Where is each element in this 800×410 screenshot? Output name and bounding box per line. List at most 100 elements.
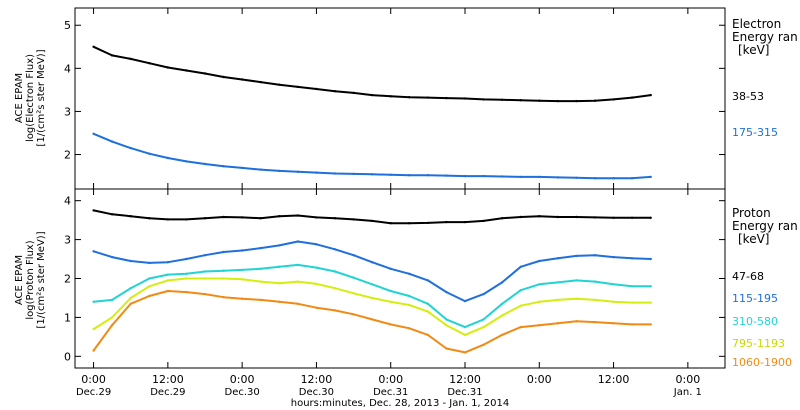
electron-series-1-point [575,176,578,179]
proton-legend-unit: [keV] [738,232,769,246]
proton-series-1-point [389,267,392,270]
proton-legend-310-580: 310-580 [732,315,778,328]
proton-series-2-point [129,287,132,290]
proton-series-1-point [575,254,578,258]
electron-series-1-point [185,160,188,163]
proton-series-2-point [110,298,114,302]
proton-series-1-point [408,272,411,275]
electron-legend-title-1: Electron [732,17,781,31]
proton-series-0-point [352,218,355,221]
electron-series-0-point [315,87,318,91]
electron-series-1-point [240,166,244,170]
proton-series-3-point [129,296,132,300]
proton-series-0-point [278,215,281,218]
proton-series-1-point [203,254,207,257]
electron-series-1-point [166,156,170,160]
proton-series-0-point [296,214,300,217]
proton-series-0-point [259,217,262,220]
proton-ylabel-3: [1/(cm²s ster MeV)] [36,231,47,328]
electron-ytick-label: 4 [64,62,71,75]
proton-series-4-point [426,333,430,337]
proton-series-0-point [593,216,597,219]
proton-series-0-point [240,216,244,219]
proton-series-3-point [333,287,337,290]
xtick-time-label: 12:00 [301,373,333,386]
xtick-time-label: 0:00 [81,373,106,386]
proton-series-4-point [148,294,151,298]
proton-series-1-point [222,250,225,254]
proton-series-4-point [445,347,448,350]
proton-series-4-point [556,322,560,325]
xtick-time-label: 0:00 [527,373,552,386]
proton-series-1-point [240,249,244,252]
electron-legend-title-2: Energy ran [732,30,798,44]
proton-series-0-point [612,216,615,219]
electron-series-1-line [93,132,651,180]
proton-series-0-point [148,217,151,220]
proton-series-3-point [166,279,170,282]
electron-series-0-point [408,96,411,99]
proton-series-3-point [259,280,262,283]
electron-series-0-point [556,99,560,103]
proton-series-4-point [222,296,225,299]
electron-series-0-point [538,99,541,102]
proton-legend-title-1: Proton [732,206,771,220]
proton-series-3-point [185,277,188,280]
electron-series-1-point [110,140,114,143]
xtick-time-label: 12:00 [152,373,184,386]
electron-series-0-point [463,97,467,100]
proton-series-2-point [445,318,448,321]
electron-series-0-point [129,57,132,61]
electron-series-1-point [482,174,485,178]
proton-series-4-point [649,323,652,326]
electron-series-1-point [556,176,560,179]
proton-series-3-point [463,333,467,337]
proton-series-0-point [575,215,578,219]
proton-series-3-point [352,292,355,295]
proton-series-0-point [166,218,170,221]
proton-series-0-point [110,213,114,216]
electron-series-0-point [593,99,597,102]
proton-series-3-point [500,314,504,317]
proton-series-4-point [278,300,281,303]
proton-series-3-line [93,277,651,336]
xtick-time-label: 0:00 [676,373,701,386]
proton-series-1-point [445,290,448,294]
electron-series-0-point [333,90,337,93]
proton-series-3-point [630,301,634,304]
proton-series-4-point [203,292,207,296]
proton-series-3-point [240,278,244,281]
proton-series-2-point [389,289,392,293]
electron-series-1-point [333,172,337,175]
electron-series-0-point [240,78,244,81]
proton-series-2-point [463,325,467,329]
xtick-time-label: 12:00 [598,373,630,386]
electron-ylabel-1: ACE EPAM [14,73,25,123]
xtick-date-label: Jan. 1 [673,387,702,398]
electron-series-0-point [630,96,634,99]
proton-ytick-label: 0 [64,350,71,363]
xtick-date-label: Dec.29 [76,387,111,398]
proton-series-3-point [519,304,522,307]
proton-series-1-point [259,246,262,250]
electron-legend-unit: [keV] [738,43,769,57]
proton-series-4-point [408,327,411,330]
proton-series-0-point [556,215,560,219]
electron-series-0-point [389,95,392,98]
proton-series-4-point [129,302,132,305]
electron-series-0-point [185,69,188,72]
electron-series-1-point [630,177,634,180]
proton-series-1-point [352,254,355,257]
xtick-time-label: 12:00 [449,373,481,386]
proton-series-2-point [575,279,578,282]
proton-series-2-point [166,273,170,276]
electron-series-0-point [649,93,652,97]
proton-series-1-point [110,255,114,259]
proton-series-3-point [426,310,430,313]
electron-series-1-point [92,132,95,135]
proton-series-3-point [575,297,578,300]
proton-series-2-point [519,289,522,292]
electron-series-1-point [463,174,467,178]
xtick-date-label: Dec.31 [447,387,482,398]
proton-series-4-point [463,351,467,354]
